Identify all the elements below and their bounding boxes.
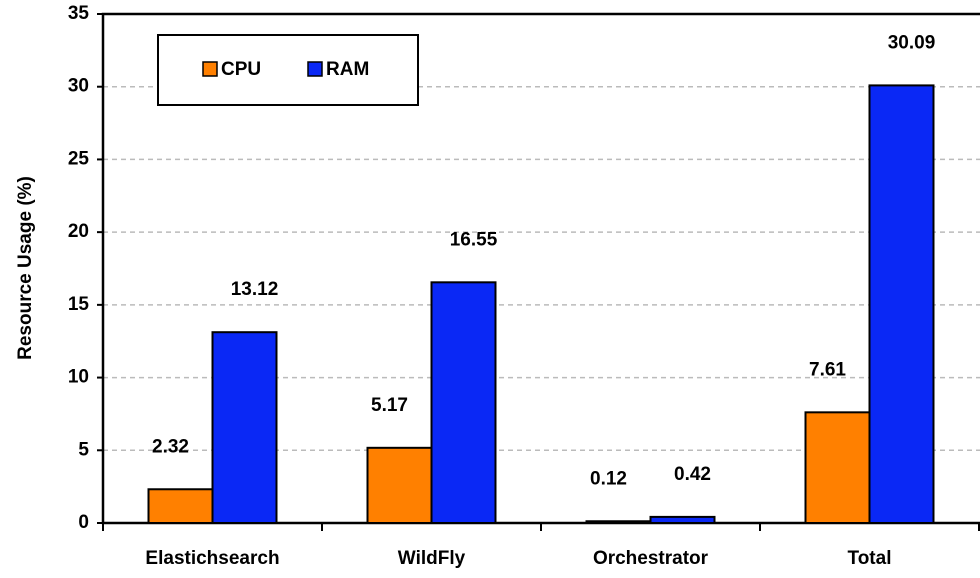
data-label: 2.32 (152, 436, 189, 457)
data-label: 13.12 (231, 279, 279, 300)
data-label: 7.61 (809, 359, 846, 380)
data-label: 16.55 (450, 229, 498, 250)
y-tick-label: 5 (78, 439, 89, 460)
data-label: 30.09 (888, 32, 936, 53)
bar (585, 520, 652, 525)
y-tick-label: 20 (68, 221, 89, 242)
plot-border (101, 12, 980, 525)
bar (147, 488, 214, 524)
x-tick-label: Orchestrator (593, 548, 709, 569)
legend-label: RAM (326, 59, 369, 80)
bar (366, 446, 433, 524)
legend-label: CPU (221, 59, 261, 80)
y-tick-label: 25 (68, 148, 90, 169)
data-label: 0.42 (674, 464, 711, 485)
y-tick-label: 10 (68, 367, 89, 388)
x-tick-label: WildFly (398, 548, 466, 569)
legend-swatch (307, 61, 323, 77)
bar (649, 515, 716, 525)
bar (430, 281, 497, 524)
y-tick-label: 30 (68, 76, 89, 97)
y-axis-label: Resource Usage (%) (15, 176, 36, 360)
y-tick-label: 0 (78, 512, 89, 533)
y-tick-label: 35 (68, 3, 90, 24)
data-label: 0.12 (590, 468, 627, 489)
x-tick-label: Elastichsearch (145, 548, 279, 569)
data-label: 5.17 (371, 395, 408, 416)
bar (211, 331, 278, 525)
y-tick-label: 15 (68, 294, 90, 315)
legend-swatch (202, 61, 218, 77)
bar (868, 84, 935, 524)
bar (804, 411, 871, 524)
legend-box (157, 34, 419, 106)
x-tick-label: Total (848, 548, 892, 569)
